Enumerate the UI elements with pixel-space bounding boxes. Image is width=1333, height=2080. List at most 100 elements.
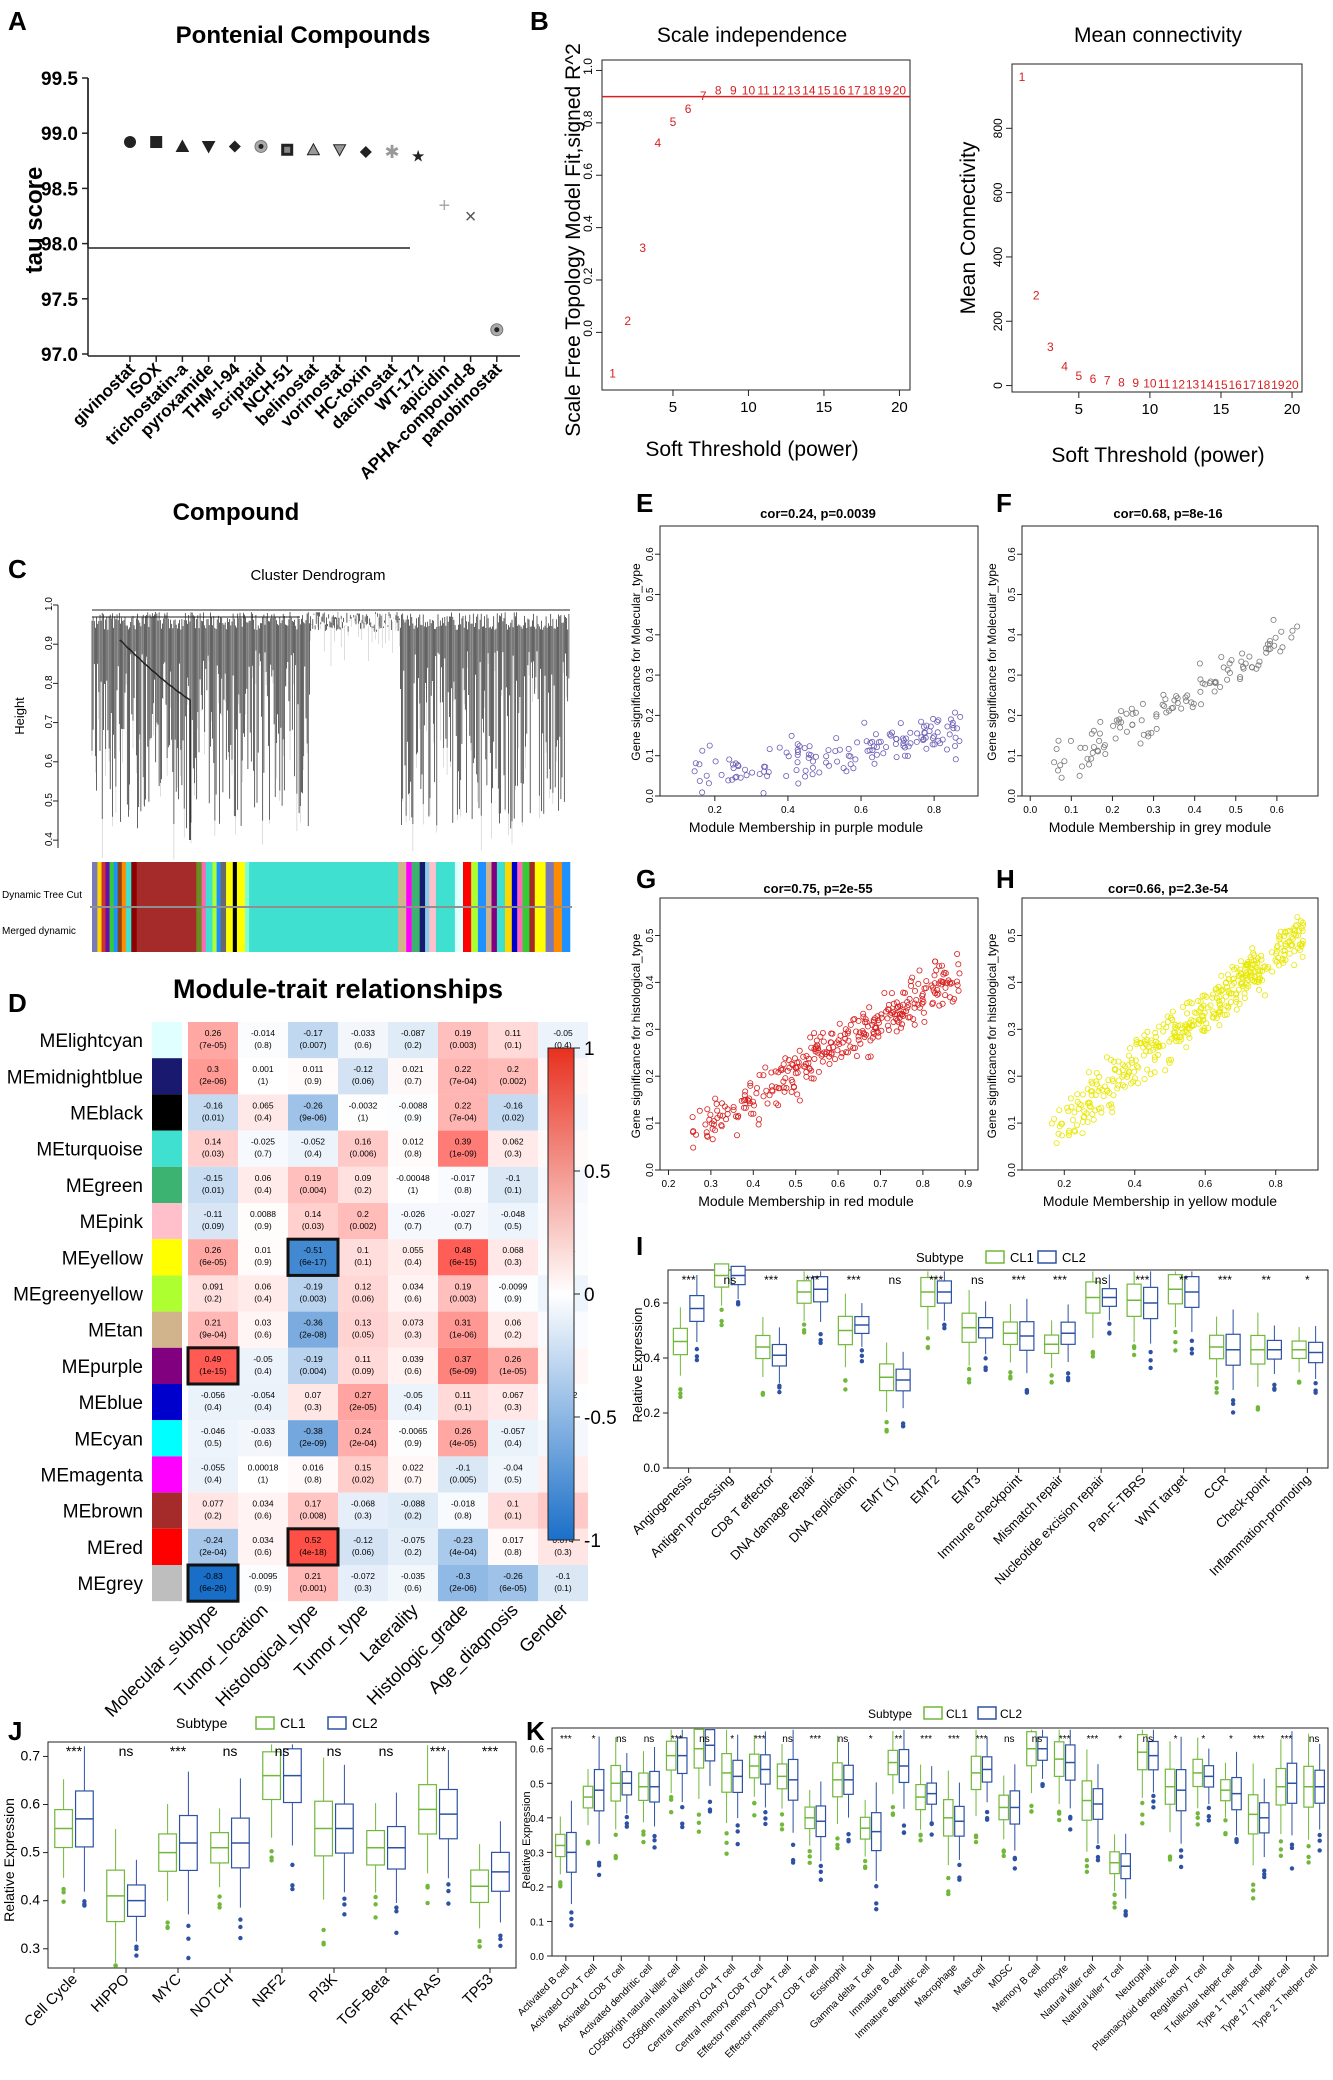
panel-d-cell-value: 0.012 — [402, 1137, 424, 1147]
panel-k-outlier — [680, 1824, 685, 1830]
panel-h-point — [1249, 945, 1256, 952]
panel-i-outlier — [942, 1322, 947, 1328]
panel-c-track-merged-segment — [505, 908, 513, 952]
panel-g-point — [954, 982, 961, 989]
panel-d-cell — [338, 1528, 388, 1565]
panel-g-point — [713, 1100, 720, 1107]
panel-g-point — [766, 1092, 773, 1099]
panel-h-point — [1295, 945, 1302, 952]
panel-k-significance: * — [1229, 1734, 1233, 1745]
panel-e-point — [764, 773, 771, 780]
panel-k-significance: ns — [616, 1734, 627, 1745]
panel-d-row-color — [152, 1528, 182, 1565]
panel-k-ytick-label: 0.3 — [530, 1848, 544, 1859]
panel-g-point — [734, 1132, 741, 1139]
panel-d-cell-value: -0.017 — [451, 1173, 475, 1183]
panel-g-point — [776, 1085, 783, 1092]
panel-h-point — [1066, 1132, 1073, 1139]
panel-h-point — [1064, 1104, 1071, 1111]
panel-i-ytick-label: 0.2 — [643, 1406, 660, 1420]
panel-g-point — [860, 1010, 867, 1017]
panel-d-cell-pvalue: (0.1) — [504, 1185, 522, 1195]
panel-f-point — [1079, 763, 1086, 770]
panel-b2-point-label: 13 — [1186, 378, 1200, 392]
panel-e-point — [931, 741, 938, 748]
panel-c-track-merged-segment — [411, 908, 420, 952]
panel-h-point — [1274, 944, 1281, 951]
panel-g-point — [911, 1021, 918, 1028]
panel-c-track-dynamic-segment — [245, 862, 250, 906]
panel-i-significance: *** — [1012, 1273, 1026, 1287]
panel-d-cell-pvalue: (0.5) — [204, 1438, 222, 1448]
panel-g-point — [775, 1102, 782, 1109]
panel-f-point — [1288, 634, 1295, 641]
panel-j-outlier — [321, 1942, 326, 1947]
panel-k-outlier — [1178, 1854, 1184, 1859]
panel-i-significance: *** — [764, 1273, 778, 1287]
panel-f-point — [1100, 744, 1107, 751]
panel-b2-ylabel: Mean Connectivity — [957, 141, 980, 314]
panel-b2-ytick-label: 800 — [991, 118, 1005, 138]
panel-f-point — [1262, 645, 1269, 652]
panel-d-cell-pvalue: (0.4) — [254, 1402, 272, 1412]
panel-j-marks: 0.30.40.50.60.7 ***Cell CyclensHIPPO***MY… — [21, 1716, 517, 2031]
panel-d-cell-value: 0.022 — [402, 1462, 424, 1472]
panel-d-cell-value: 0.034 — [252, 1499, 274, 1509]
panel-k-outlier — [929, 1821, 934, 1827]
panel-k-outlier — [585, 1840, 591, 1845]
panel-h-point — [1102, 1083, 1109, 1090]
panel-c-track-merged-segment — [232, 908, 238, 952]
panel-d-cell — [338, 1022, 388, 1059]
panel-c-track-dynamic-segment — [101, 862, 106, 906]
panel-k-outlier — [973, 1834, 979, 1840]
panel-e-point — [870, 743, 877, 750]
panel-h-point — [1256, 976, 1263, 983]
panel-d-row-color — [152, 1130, 182, 1167]
panel-d-cell-value: 0.27 — [355, 1390, 372, 1400]
panel-g-point — [890, 1009, 897, 1016]
panel-h-point — [1109, 1109, 1116, 1116]
panel-h-point — [1186, 1019, 1193, 1026]
panel-f-point — [1148, 729, 1155, 736]
panel-g-point — [888, 990, 895, 997]
panel-k-significance: *** — [1281, 1734, 1293, 1745]
panel-i-xtick-label: EMT2 — [907, 1472, 942, 1507]
panel-k-marks: 0.00.10.20.30.40.50.6***Activated B cell… — [516, 1706, 1329, 2061]
panel-d-cell — [238, 1384, 288, 1421]
panel-d-cell-pvalue: (0.004) — [300, 1366, 327, 1376]
panel-h-point — [1132, 1057, 1139, 1064]
panel-h-point — [1290, 925, 1297, 932]
panel-e-point — [897, 720, 904, 727]
panel-k-outlier — [1195, 1811, 1200, 1816]
panel-k-outlier — [957, 1862, 962, 1868]
panel-d-cell — [238, 1275, 288, 1312]
panel-d-cell-pvalue: (0.003) — [300, 1293, 327, 1303]
panel-g-frame — [659, 897, 979, 1171]
panel-e-xtick-label: 0.8 — [927, 805, 941, 816]
panel-d-cell-value: -0.26 — [303, 1100, 323, 1110]
panel-d-cell — [288, 1058, 338, 1095]
panel-j-outlier — [477, 1938, 482, 1944]
panel-k-outlier — [1250, 1888, 1256, 1893]
panel-f-point — [1184, 692, 1191, 699]
panel-f-point — [1076, 772, 1083, 779]
panel-h-point — [1131, 1068, 1138, 1075]
panel-h-point — [1298, 943, 1305, 950]
panel-g-ytick-label: 0.0 — [645, 1163, 656, 1177]
panel-e-point — [939, 736, 946, 743]
panel-e-point — [696, 778, 703, 785]
panel-h-xtick-label: 0.4 — [1128, 1179, 1142, 1190]
panel-d-cell-pvalue: (1) — [258, 1076, 269, 1086]
panel-h-point — [1160, 1021, 1167, 1028]
panel-i-outlier — [777, 1383, 782, 1389]
panel-h-frame — [1021, 897, 1319, 1171]
panel-a-xlabel: Compound — [173, 499, 300, 526]
panel-h-point — [1120, 1072, 1127, 1079]
panel-a-point: ★ — [411, 148, 425, 165]
panel-d-cell-pvalue: (4e-04) — [449, 1547, 477, 1557]
panel-d-cell-pvalue: (0.6) — [404, 1293, 422, 1303]
panel-g-point — [842, 1026, 849, 1033]
panel-g-point — [730, 1107, 737, 1114]
panel-i-outlier — [1049, 1373, 1054, 1378]
